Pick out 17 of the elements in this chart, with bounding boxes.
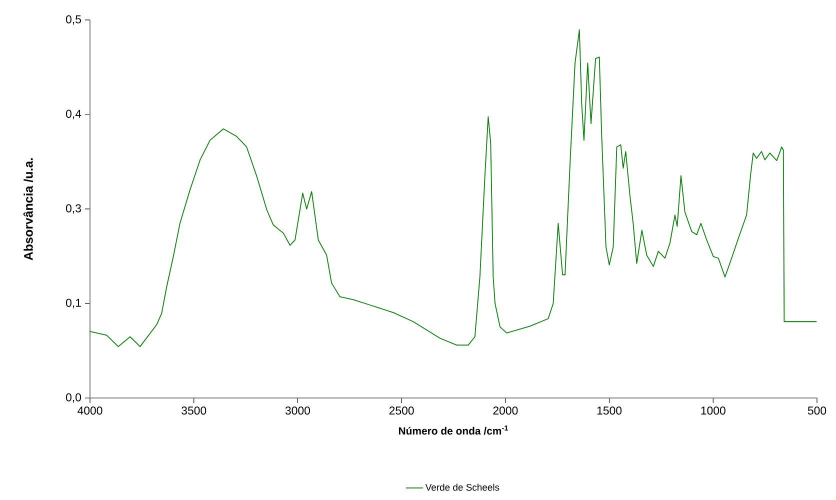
y-tick-label: 0,4	[66, 110, 82, 120]
legend-label: Verde de Scheels	[425, 484, 500, 491]
x-tick-label: 3000	[285, 406, 310, 415]
x-tick-label: 3500	[182, 406, 206, 415]
x-tick-label: 2500	[389, 406, 414, 415]
y-tick-label: 0,5	[66, 15, 81, 25]
x-tick-label: 1500	[597, 406, 622, 415]
text: Número de onda /cm$^{-1}$	[398, 426, 508, 435]
line-series	[90, 29, 817, 348]
y-tick-label: 0,1	[66, 298, 81, 308]
y-tick-label: 0,3	[66, 204, 81, 214]
x-tick-label: 4000	[78, 406, 102, 415]
x-tick-label: 2000	[493, 406, 518, 415]
y-tick-label: 0,0	[66, 393, 82, 403]
x-tick-label: 1000	[701, 406, 726, 415]
x-tick-label: 500	[808, 406, 826, 415]
y-axis-title: Absorvância /u.a.	[23, 158, 33, 260]
